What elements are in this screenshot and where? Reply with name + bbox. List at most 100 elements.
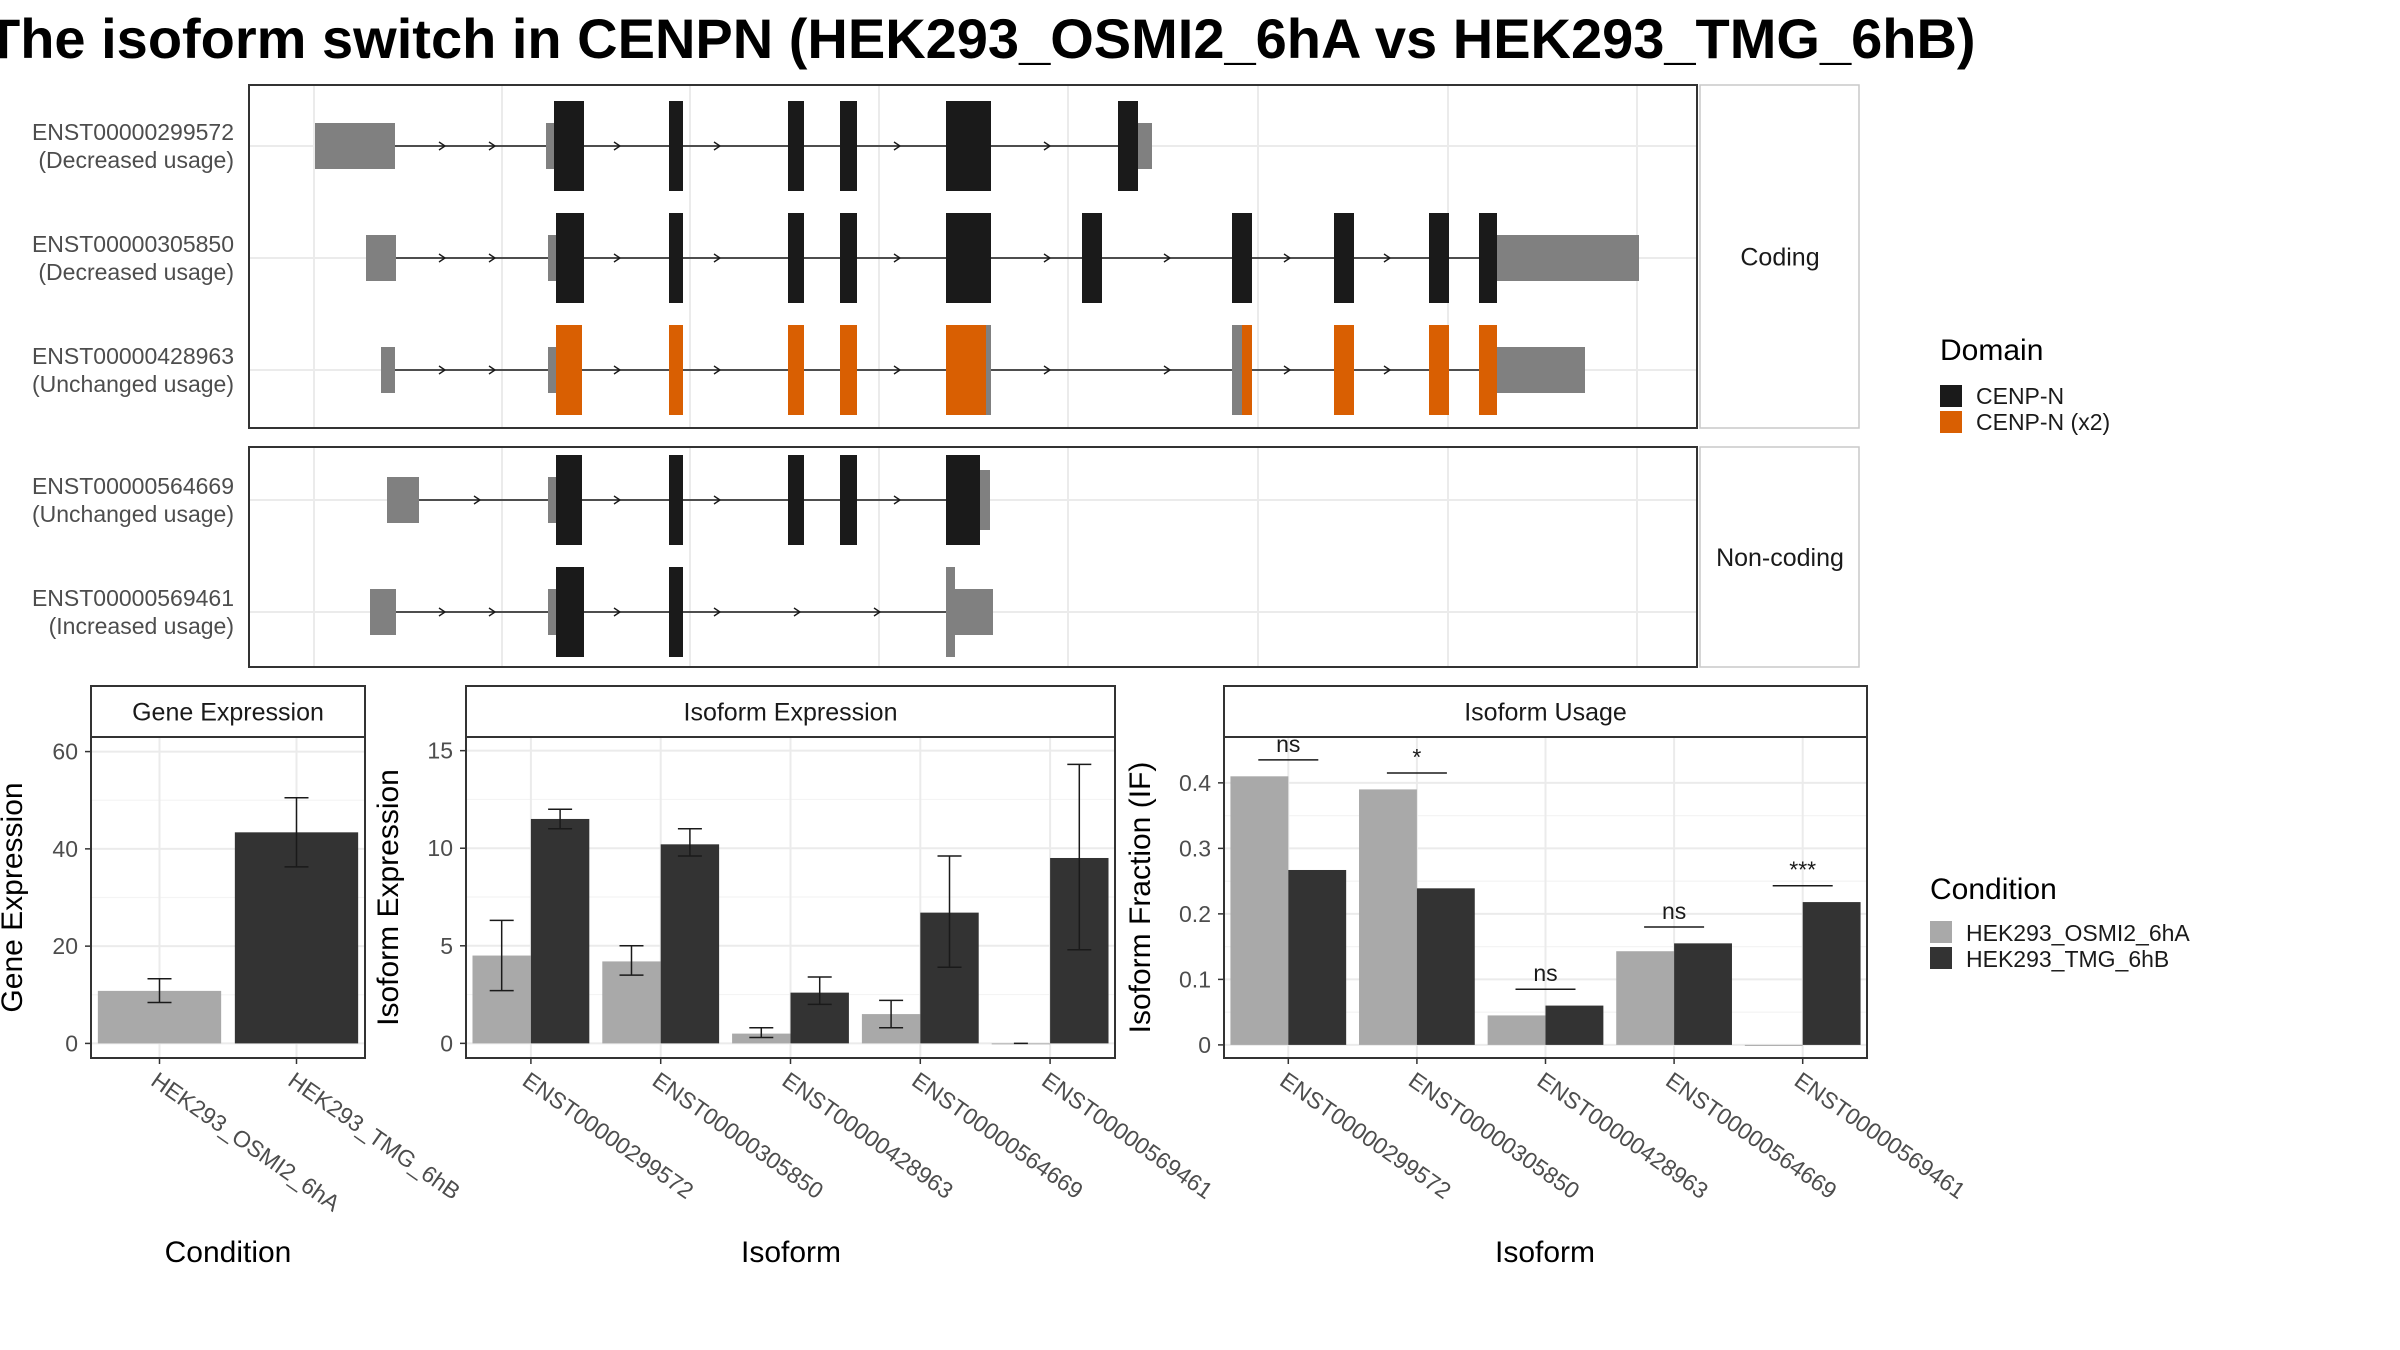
utr-exon bbox=[980, 470, 990, 530]
direction-arrow bbox=[473, 495, 482, 505]
domain-legend-key bbox=[1940, 385, 1962, 407]
domain-exon-cenpn bbox=[556, 567, 584, 657]
y-tick-label: 0.4 bbox=[1179, 770, 1211, 796]
domain-exon-cenpn bbox=[840, 213, 857, 303]
utr-exon bbox=[366, 235, 396, 281]
panel-title: Isoform Expression bbox=[684, 699, 898, 727]
transcript-id-label: ENST00000569461 bbox=[32, 585, 234, 611]
x-axis-title: Condition bbox=[165, 1236, 292, 1269]
domain-legend-title: Domain bbox=[1940, 334, 2043, 367]
utr-exon bbox=[548, 589, 556, 635]
facet-label-non-coding: Non-coding bbox=[1716, 544, 1844, 572]
structure-panel-border bbox=[248, 446, 1698, 668]
significance-label: * bbox=[1412, 744, 1421, 770]
utr-exon bbox=[546, 123, 554, 169]
utr-exon bbox=[1232, 325, 1242, 415]
panel-strip bbox=[90, 685, 366, 738]
utr-exon bbox=[370, 589, 396, 635]
y-tick-label: 0.1 bbox=[1179, 966, 1211, 992]
y-axis-title: Gene Expression bbox=[0, 782, 29, 1012]
transcript-usage-label: (Decreased usage) bbox=[38, 259, 234, 285]
direction-arrow bbox=[438, 141, 447, 151]
direction-arrow bbox=[488, 141, 497, 151]
direction-arrow bbox=[1383, 253, 1392, 263]
bar-condition-b bbox=[1416, 888, 1475, 1045]
bar-condition-b bbox=[1674, 943, 1732, 1045]
domain-legend-label: CENP-N (x2) bbox=[1976, 409, 2110, 435]
utr-exon bbox=[955, 589, 993, 635]
domain-exon-cenpn bbox=[1232, 213, 1252, 303]
direction-arrow bbox=[1163, 253, 1172, 263]
bar-condition-b bbox=[1545, 1005, 1604, 1045]
domain-exon-cenpn bbox=[788, 455, 804, 545]
facet-strip bbox=[1699, 446, 1860, 668]
direction-arrow bbox=[438, 365, 447, 375]
condition-legend-label: HEK293_OSMI2_6hA bbox=[1966, 920, 2190, 946]
direction-arrow bbox=[438, 607, 447, 617]
transcript-ENST00000299572 bbox=[315, 101, 1152, 191]
panel-title: Isoform Usage bbox=[1464, 699, 1627, 727]
y-tick-label: 0 bbox=[65, 1030, 78, 1056]
direction-arrow bbox=[613, 141, 622, 151]
direction-arrow bbox=[713, 253, 722, 263]
panel-title: Gene Expression bbox=[132, 699, 324, 727]
direction-arrow bbox=[613, 495, 622, 505]
direction-arrow bbox=[1043, 141, 1052, 151]
utr-exon bbox=[1138, 123, 1152, 169]
direction-arrow bbox=[793, 607, 802, 617]
condition-legend-label: HEK293_TMG_6hB bbox=[1966, 946, 2169, 972]
bar-condition-b bbox=[1288, 869, 1347, 1045]
domain-exon-cenpn-x2 bbox=[1479, 325, 1497, 415]
domain-exon-cenpn-x2 bbox=[1242, 325, 1252, 415]
y-axis-title: Isoform Fraction (IF) bbox=[1124, 762, 1157, 1034]
transcript-ENST00000564669 bbox=[387, 455, 990, 545]
transcript-usage-label: (Unchanged usage) bbox=[32, 501, 234, 527]
significance-label: *** bbox=[1789, 857, 1816, 883]
y-tick-label: 5 bbox=[440, 933, 453, 959]
direction-arrow bbox=[713, 365, 722, 375]
y-tick-label: 0.2 bbox=[1179, 901, 1211, 927]
direction-arrow bbox=[438, 253, 447, 263]
direction-arrow bbox=[613, 253, 622, 263]
direction-arrow bbox=[613, 607, 622, 617]
direction-arrow bbox=[713, 495, 722, 505]
panel-strip bbox=[1223, 685, 1868, 738]
transcript-usage-label: (Decreased usage) bbox=[38, 147, 234, 173]
bar-condition-b bbox=[530, 818, 590, 1044]
direction-arrow bbox=[893, 365, 902, 375]
utr-exon bbox=[548, 347, 556, 393]
utr-exon bbox=[381, 347, 395, 393]
bar-condition-a bbox=[1230, 776, 1289, 1045]
domain-exon-cenpn bbox=[1118, 101, 1122, 191]
y-axis-title: Isoform Expression bbox=[372, 769, 405, 1026]
direction-arrow bbox=[713, 607, 722, 617]
domain-exon-cenpn bbox=[669, 567, 683, 657]
direction-arrow bbox=[1283, 365, 1292, 375]
utr-exon bbox=[315, 123, 395, 169]
domain-exon-cenpn bbox=[788, 101, 804, 191]
direction-arrow bbox=[1163, 365, 1172, 375]
domain-exon-cenpn bbox=[554, 101, 584, 191]
direction-arrow bbox=[613, 365, 622, 375]
x-axis-title: Isoform bbox=[741, 1236, 841, 1269]
domain-exon-cenpn-x2 bbox=[946, 325, 986, 415]
y-tick-label: 0.3 bbox=[1179, 835, 1211, 861]
domain-exon-cenpn-x2 bbox=[556, 325, 582, 415]
utr-exon bbox=[946, 567, 955, 657]
direction-arrow bbox=[873, 607, 882, 617]
domain-exon-cenpn-x2 bbox=[1429, 325, 1449, 415]
y-tick-label: 40 bbox=[52, 836, 78, 862]
utr-exon bbox=[548, 477, 556, 523]
condition-legend-title: Condition bbox=[1930, 873, 2057, 906]
domain-exon-cenpn bbox=[946, 101, 991, 191]
domain-exon-cenpn bbox=[1429, 213, 1449, 303]
transcript-ENST00000305850 bbox=[366, 213, 1639, 303]
bar-condition-a bbox=[1487, 1015, 1546, 1045]
bar-condition-a bbox=[1744, 1044, 1803, 1046]
direction-arrow bbox=[488, 365, 497, 375]
y-tick-label: 15 bbox=[427, 738, 453, 764]
